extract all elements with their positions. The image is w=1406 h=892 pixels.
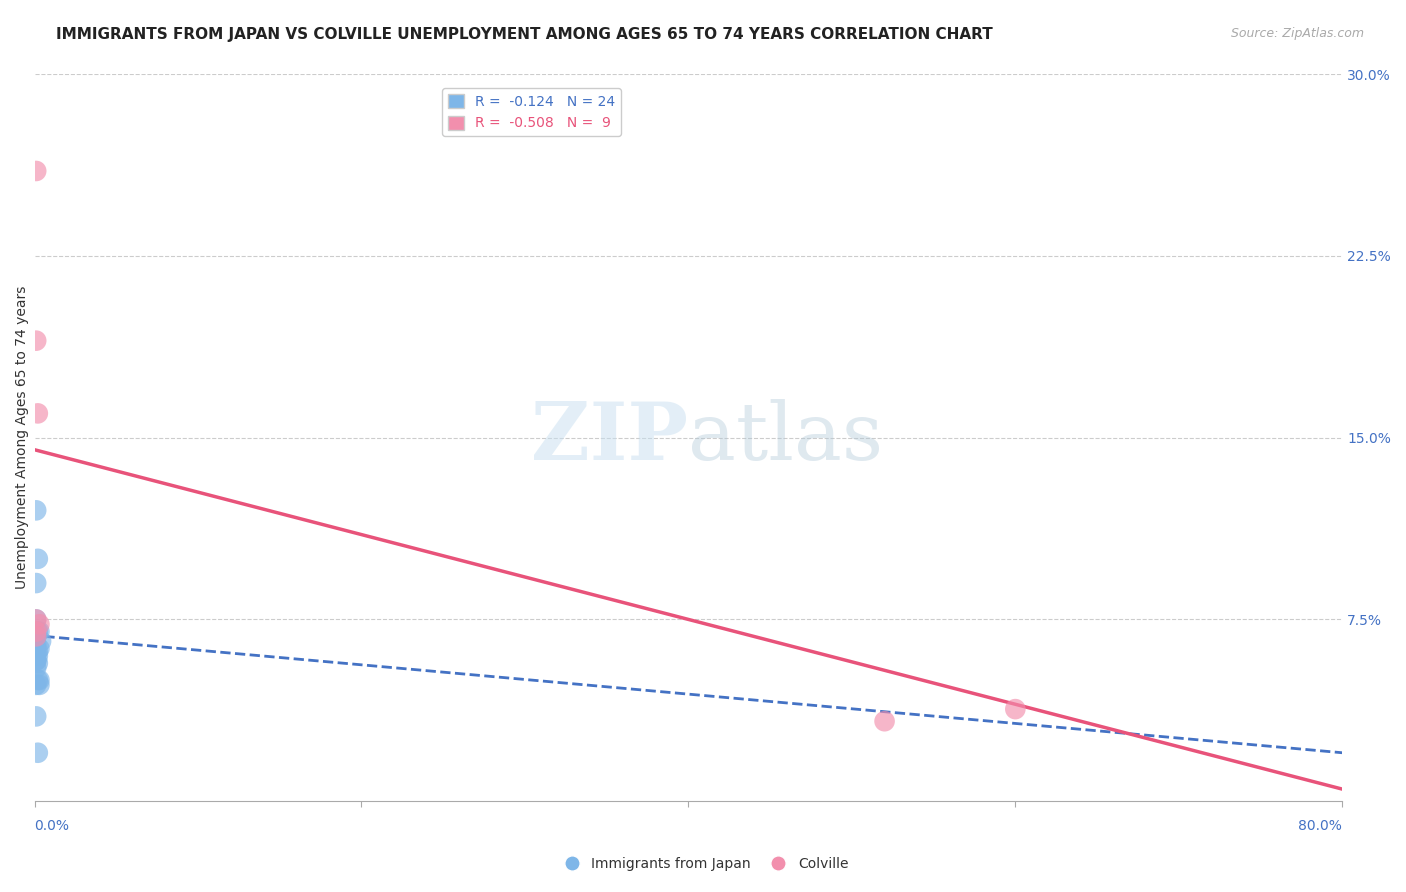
Legend: Immigrants from Japan, Colville: Immigrants from Japan, Colville	[553, 851, 853, 876]
Point	[25, 576, 48, 591]
Point	[27, 624, 49, 639]
Y-axis label: Unemployment Among Ages 65 to 74 years: Unemployment Among Ages 65 to 74 years	[15, 286, 30, 590]
Legend: R =  -0.124   N = 24, R =  -0.508   N =  9: R = -0.124 N = 24, R = -0.508 N = 9	[441, 88, 621, 136]
Point	[27, 551, 49, 566]
Text: Source: ZipAtlas.com: Source: ZipAtlas.com	[1230, 27, 1364, 40]
Point	[25, 164, 48, 178]
Point	[27, 644, 49, 658]
Point	[28, 678, 51, 692]
Point	[25, 654, 48, 668]
Point	[30, 634, 52, 648]
Point	[25, 654, 48, 668]
Point	[27, 656, 49, 670]
Point	[27, 648, 49, 663]
Text: ZIP: ZIP	[531, 399, 689, 476]
Point	[25, 648, 48, 663]
Point	[28, 617, 51, 632]
Point	[25, 709, 48, 723]
Point	[25, 612, 48, 626]
Point	[25, 641, 48, 656]
Point	[25, 612, 48, 626]
Point	[25, 678, 48, 692]
Point	[27, 746, 49, 760]
Point	[25, 503, 48, 517]
Point	[1004, 702, 1026, 716]
Point	[25, 629, 48, 643]
Point	[28, 624, 51, 639]
Point	[25, 624, 48, 639]
Point	[28, 641, 51, 656]
Point	[25, 629, 48, 643]
Text: atlas: atlas	[689, 399, 883, 476]
Point	[27, 673, 49, 687]
Point	[25, 334, 48, 348]
Text: 0.0%: 0.0%	[35, 820, 69, 833]
Point	[25, 661, 48, 675]
Point	[27, 406, 49, 420]
Text: IMMIGRANTS FROM JAPAN VS COLVILLE UNEMPLOYMENT AMONG AGES 65 TO 74 YEARS CORRELA: IMMIGRANTS FROM JAPAN VS COLVILLE UNEMPL…	[56, 27, 993, 42]
Point	[28, 673, 51, 687]
Text: 80.0%: 80.0%	[1298, 820, 1343, 833]
Point	[873, 714, 896, 729]
Point	[25, 637, 48, 651]
